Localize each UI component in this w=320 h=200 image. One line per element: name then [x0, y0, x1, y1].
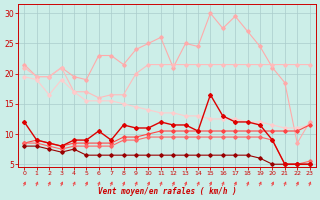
X-axis label: Vent moyen/en rafales ( km/h ): Vent moyen/en rafales ( km/h )	[98, 187, 236, 196]
